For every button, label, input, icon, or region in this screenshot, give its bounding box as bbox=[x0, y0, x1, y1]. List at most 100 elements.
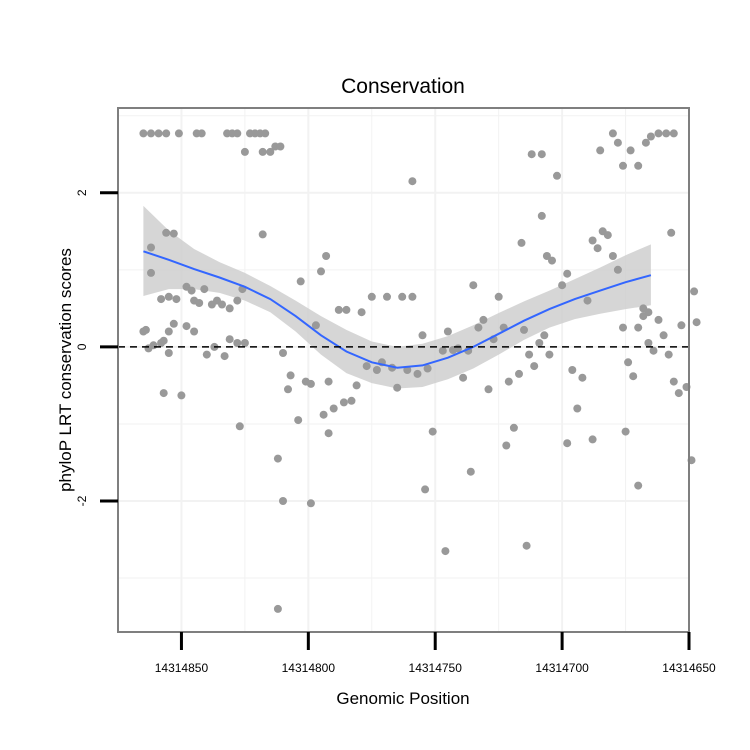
data-point bbox=[324, 429, 333, 438]
data-point bbox=[537, 211, 546, 220]
data-point bbox=[144, 344, 153, 353]
data-point bbox=[608, 252, 617, 260]
data-point bbox=[172, 295, 181, 304]
data-point bbox=[408, 292, 417, 301]
data-point bbox=[634, 161, 643, 170]
data-point bbox=[342, 305, 351, 314]
data-point bbox=[233, 296, 242, 305]
data-point bbox=[362, 362, 371, 371]
data-point bbox=[286, 371, 295, 380]
data-point bbox=[306, 499, 315, 508]
data-point bbox=[159, 336, 168, 345]
data-point bbox=[619, 323, 627, 332]
data-point bbox=[621, 427, 630, 436]
data-point bbox=[352, 381, 361, 390]
data-point bbox=[474, 323, 483, 332]
data-point bbox=[147, 268, 155, 277]
data-point bbox=[484, 385, 493, 394]
data-point bbox=[157, 295, 166, 304]
data-point bbox=[438, 346, 447, 355]
data-point bbox=[674, 389, 683, 398]
data-point bbox=[162, 228, 171, 237]
data-point bbox=[294, 416, 303, 425]
data-point bbox=[504, 377, 513, 386]
data-point bbox=[187, 286, 196, 295]
data-point bbox=[646, 132, 655, 141]
data-point bbox=[398, 292, 407, 301]
panel-border bbox=[117, 107, 690, 633]
data-point bbox=[535, 339, 544, 347]
data-point bbox=[522, 541, 531, 550]
data-point bbox=[182, 322, 191, 331]
data-point bbox=[202, 350, 211, 359]
data-point bbox=[197, 129, 206, 138]
confidence-ribbon bbox=[143, 205, 651, 389]
x-tick-label: 14314800 bbox=[282, 661, 336, 675]
data-point bbox=[537, 150, 546, 159]
data-point bbox=[525, 350, 534, 359]
data-point bbox=[441, 547, 450, 556]
data-point bbox=[469, 281, 478, 290]
data-point bbox=[258, 147, 267, 156]
data-point bbox=[273, 604, 282, 613]
data-point bbox=[558, 281, 567, 290]
y-tick-label: 2 bbox=[75, 189, 89, 196]
data-point bbox=[177, 391, 186, 400]
data-point bbox=[322, 252, 331, 260]
data-point bbox=[664, 350, 673, 359]
data-point bbox=[225, 335, 234, 344]
data-point bbox=[284, 385, 292, 394]
data-point bbox=[154, 129, 163, 138]
data-point bbox=[317, 267, 325, 276]
data-point bbox=[266, 147, 275, 156]
data-point bbox=[548, 256, 556, 265]
y-axis: -2 0 2 bbox=[75, 189, 118, 506]
data-point bbox=[139, 129, 148, 138]
data-point bbox=[428, 427, 437, 436]
data-point bbox=[443, 327, 452, 336]
data-point bbox=[324, 377, 333, 386]
y-tick-label: -2 bbox=[75, 495, 89, 506]
data-point bbox=[690, 287, 699, 296]
data-point bbox=[583, 296, 592, 305]
x-tick-label: 14314750 bbox=[409, 661, 463, 675]
data-point bbox=[542, 252, 551, 260]
data-point bbox=[634, 323, 643, 332]
data-point bbox=[367, 292, 376, 301]
data-point bbox=[421, 485, 430, 494]
data-point bbox=[311, 321, 320, 330]
chart-title: Conservation bbox=[341, 75, 465, 98]
data-point bbox=[408, 177, 417, 186]
data-point bbox=[273, 454, 282, 463]
data-point bbox=[319, 410, 328, 419]
data-point bbox=[233, 129, 242, 138]
data-point bbox=[494, 292, 503, 301]
data-point bbox=[692, 318, 701, 327]
data-point bbox=[654, 315, 663, 324]
data-point bbox=[545, 350, 554, 359]
data-point bbox=[613, 265, 622, 274]
data-point bbox=[527, 150, 536, 159]
data-point bbox=[357, 308, 366, 317]
data-point bbox=[261, 129, 270, 138]
x-axis-title: Genomic Position bbox=[336, 689, 469, 708]
data-point bbox=[164, 327, 173, 336]
data-point bbox=[418, 331, 427, 340]
data-point bbox=[159, 389, 168, 398]
data-point bbox=[613, 138, 622, 147]
data-point bbox=[563, 439, 572, 448]
y-tick-label: 0 bbox=[75, 343, 89, 350]
data-point bbox=[218, 300, 226, 309]
x-tick-label: 14314700 bbox=[535, 661, 589, 675]
data-point bbox=[578, 373, 587, 382]
data-point bbox=[608, 129, 617, 138]
data-point bbox=[659, 331, 668, 340]
data-point bbox=[147, 243, 155, 252]
data-point bbox=[383, 292, 391, 301]
data-point bbox=[200, 285, 209, 294]
data-point bbox=[662, 129, 671, 138]
data-point bbox=[276, 142, 285, 151]
smooth-line-group bbox=[143, 250, 652, 369]
data-point bbox=[641, 138, 650, 147]
